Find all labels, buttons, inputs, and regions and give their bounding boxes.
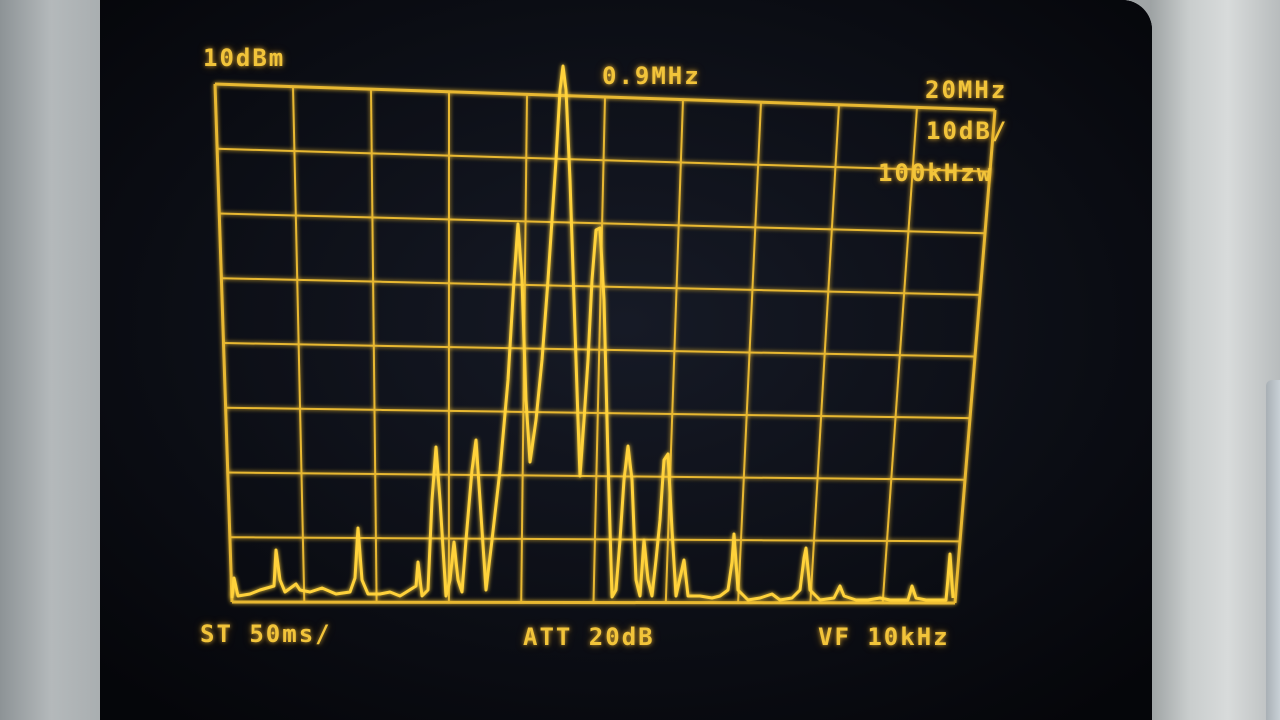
grid-horizontal-line [217, 147, 991, 173]
instrument-bezel [1150, 0, 1280, 720]
center-frequency-label: 0.9MHz [602, 62, 701, 90]
spectrum-analyzer-screen: 10dBm 0.9MHz 20MHz 10dB/ 100kHzw ST 50ms… [100, 0, 1152, 720]
bezel-edge [1266, 380, 1280, 720]
attenuation-label: ATT 20dB [523, 623, 655, 651]
spectrum-display [100, 0, 1152, 720]
span-label: 20MHz [925, 76, 1008, 104]
scale-label: 10dB/ [926, 117, 1009, 145]
grid-horizontal-line [231, 600, 956, 605]
grid-horizontal-line [223, 342, 976, 358]
grid-horizontal-line [227, 471, 966, 481]
graticule [213, 82, 997, 605]
grid-horizontal-line [221, 277, 981, 296]
grid-horizontal-line [214, 82, 996, 112]
spectrum-trace [230, 64, 955, 602]
video-filter-label: VF 10kHz [818, 623, 950, 651]
grid-horizontal-line [225, 406, 971, 420]
grid-horizontal-line [229, 536, 961, 543]
resolution-bandwidth-label: 100kHzw [878, 159, 994, 187]
grid-horizontal-line [219, 212, 986, 235]
sweep-time-label: ST 50ms/ [200, 620, 332, 648]
reference-level-label: 10dBm [203, 44, 286, 72]
